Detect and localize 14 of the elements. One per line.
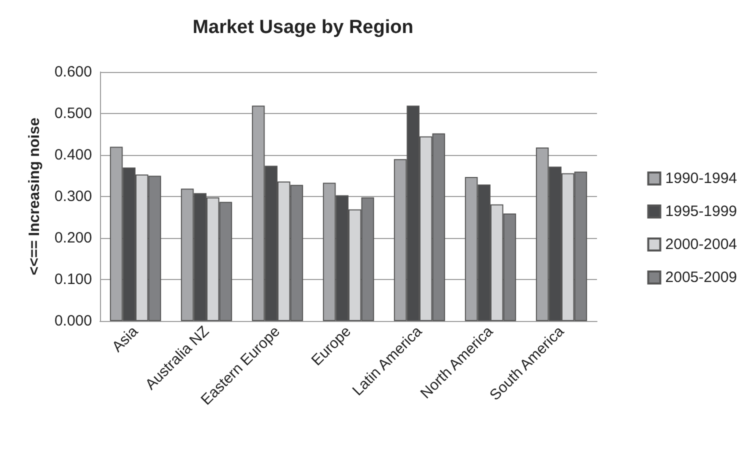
x-tick-label: Asia <box>108 322 142 356</box>
y-tick-label: 0.300 <box>54 188 92 205</box>
y-tick-label: 0.400 <box>54 146 92 164</box>
legend-label: 1990-1994 <box>665 170 737 187</box>
y-tick-label: 0.200 <box>54 230 92 246</box>
legend-label: 2000-2004 <box>665 236 737 253</box>
y-tick-label: 0.600 <box>54 64 92 80</box>
y-tick-label: 0.500 <box>54 105 92 122</box>
y-tick-label: 0.100 <box>54 271 92 288</box>
legend-label: 1995-1999 <box>665 203 737 220</box>
chart-title: Market Usage by Region <box>192 17 414 38</box>
y-tick-label: 0.000 <box>54 312 92 330</box>
legend-label: 2005-2009 <box>665 269 737 286</box>
y-axis-title: <<== Increasing noise <box>26 118 43 276</box>
